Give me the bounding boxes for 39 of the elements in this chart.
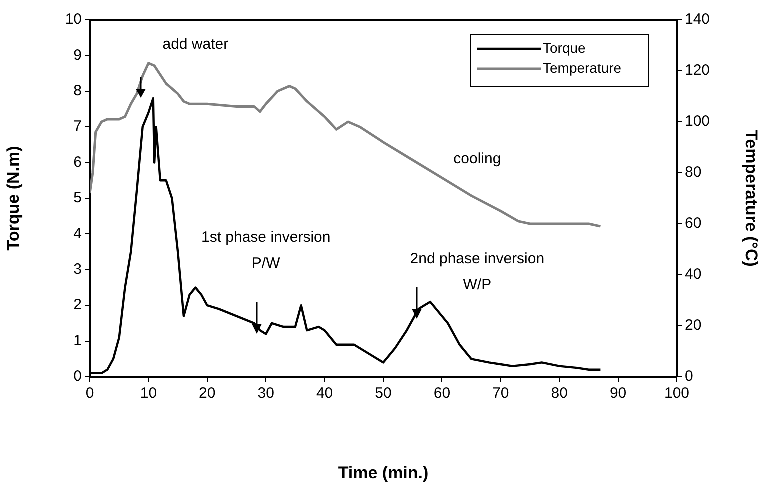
y-axis-title: Torque (N.m) [4,146,23,251]
y2-tick-label: 0 [685,368,694,386]
x-tick-label: 80 [551,385,568,402]
x-axis-title: Time (min.) [338,463,429,482]
y2-tick-label: 60 [685,215,702,232]
x-tick-label: 30 [258,385,274,402]
y-tick-label: 5 [74,190,82,207]
y-tick-label: 10 [65,11,82,28]
y2-tick-label: 40 [685,266,702,284]
y-tick-label: 1 [74,332,82,350]
annotation: 1st phase inversion P/W [201,228,331,272]
legend-label: Torque [543,40,586,56]
y2-tick-label: 20 [685,317,702,334]
x-tick-label: 40 [316,385,334,402]
x-tick-label: 50 [375,385,392,402]
annotation: cooling [454,150,502,168]
x-tick-label: 70 [492,385,510,402]
y-tick-label: 7 [74,118,82,136]
y2-axis-title: Temperature (°C) [742,130,762,267]
y-tick-label: 6 [74,154,82,171]
annotation: 2nd phase inversion W/P [410,250,545,294]
x-tick-label: 0 [86,385,94,402]
y-tick-label: 9 [74,46,82,64]
y2-tick-label: 100 [685,113,710,130]
x-tick-label: 100 [664,385,690,402]
legend-label: Temperature [543,60,622,76]
y-tick-label: 2 [74,296,82,314]
y2-tick-label: 140 [685,11,710,28]
y-tick-label: 8 [74,82,82,100]
y-tick-label: 4 [74,225,82,242]
y-tick-label: 3 [74,261,82,278]
annotation: add water [162,36,229,54]
y2-tick-label: 120 [685,62,710,80]
y-tick-label: 0 [74,368,82,386]
x-tick-label: 20 [199,385,216,402]
x-tick-label: 10 [140,385,158,402]
x-tick-label: 90 [610,385,627,402]
y2-tick-label: 80 [685,164,702,182]
x-tick-label: 60 [434,385,451,402]
